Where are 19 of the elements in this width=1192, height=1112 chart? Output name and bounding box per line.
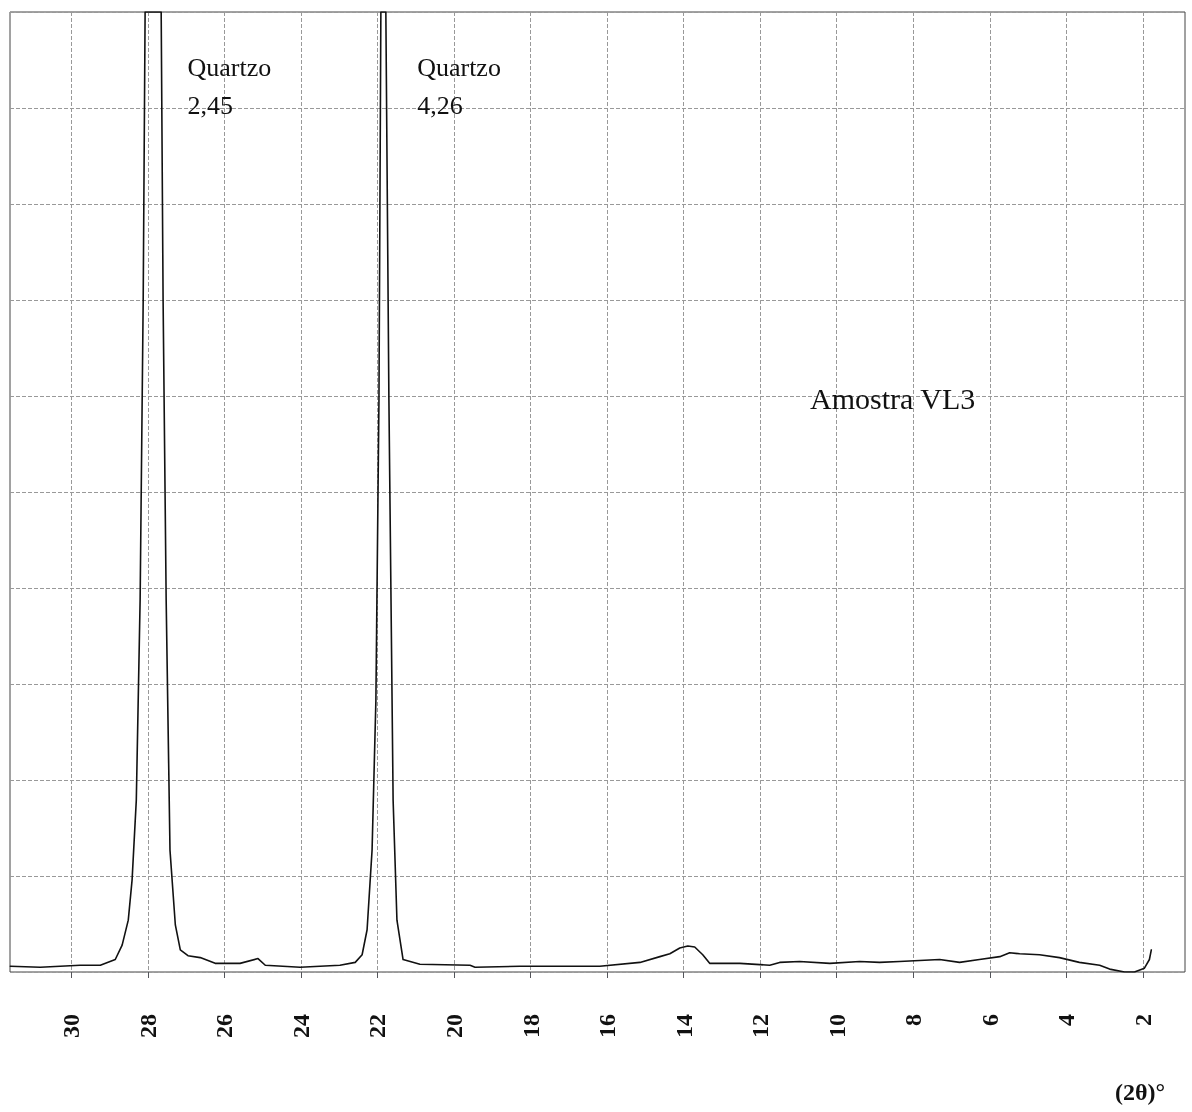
x-tick-label: 12 [747, 1014, 774, 1038]
x-tick-label: 24 [287, 1014, 314, 1038]
text: Amostra VL3 [810, 381, 976, 415]
x-tick-label: 4 [1053, 1014, 1080, 1026]
x-tick-label: 28 [134, 1014, 161, 1038]
x-tick-label: 16 [594, 1014, 621, 1038]
x-tick-label: 20 [440, 1014, 467, 1038]
x-tick-label: 18 [517, 1014, 544, 1038]
annotation: Quartzo 4,26 [417, 52, 501, 120]
x-tick-label: 14 [670, 1014, 697, 1038]
annotation: Quartzo 2,45 [187, 52, 272, 120]
x-tick-label: 8 [900, 1014, 927, 1026]
x-tick-label: 10 [823, 1014, 850, 1038]
x-tick-label: 30 [58, 1014, 85, 1038]
x-tick-label: 22 [364, 1014, 391, 1038]
x-tick-label: 26 [211, 1014, 238, 1038]
x-axis-title: (2θ)° [1114, 1079, 1165, 1105]
x-tick-label: 2 [1129, 1014, 1156, 1026]
x-tick-label: 6 [976, 1014, 1003, 1026]
